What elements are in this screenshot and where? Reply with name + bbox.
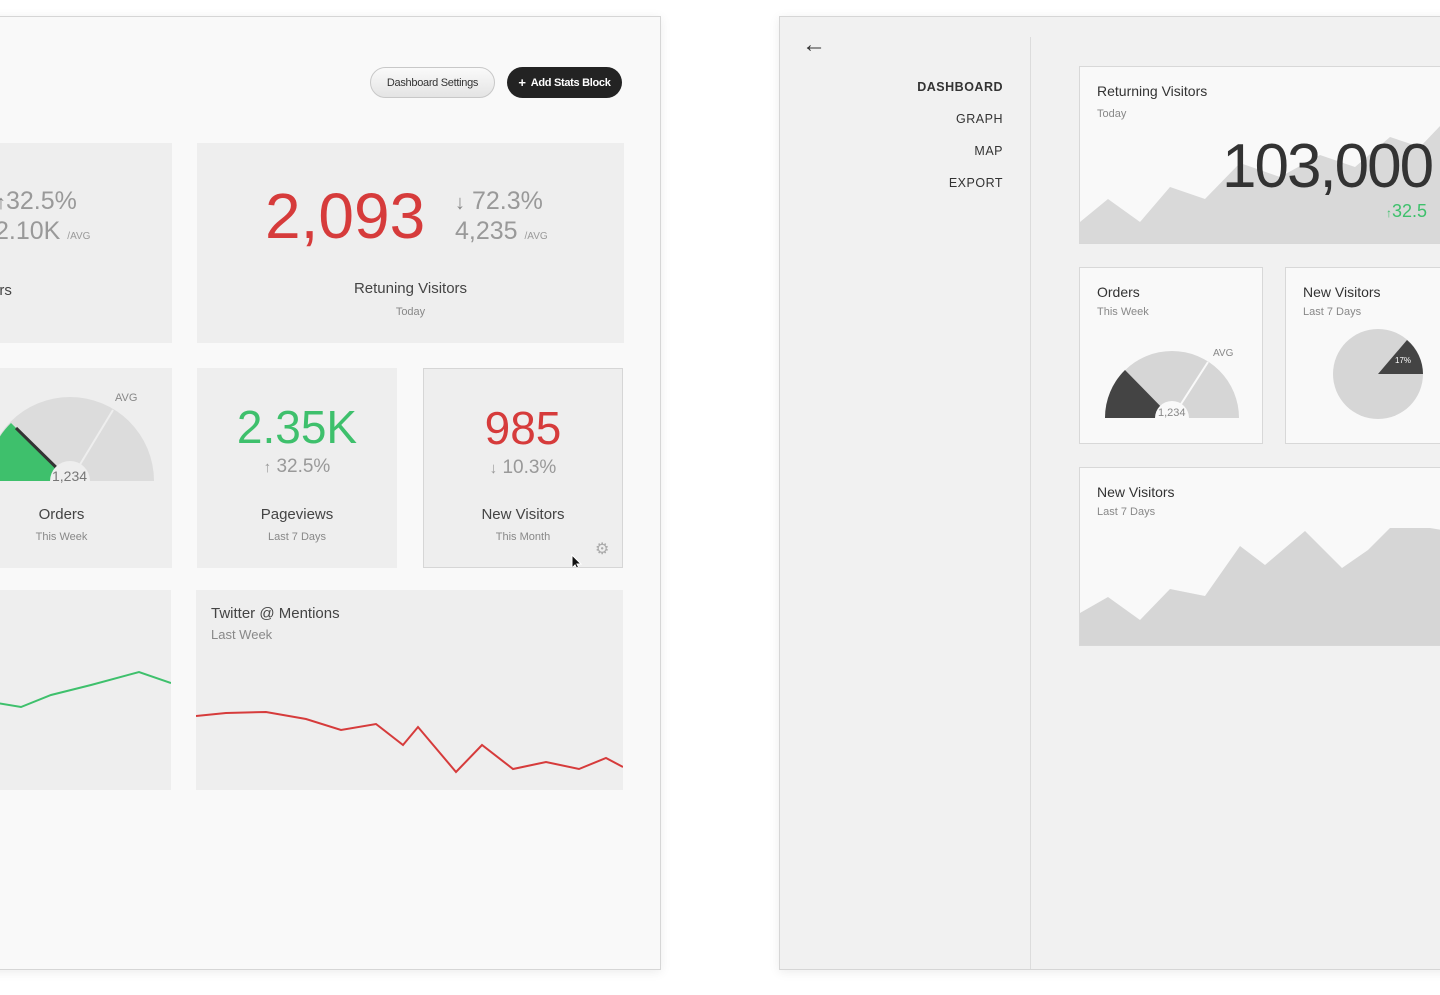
cursor-icon [571,554,583,567]
trend-down: ↓ 72.3% [455,187,543,215]
card-title: Orders [38,506,85,523]
trend-up: ↑ 32.5% [263,456,331,477]
plus-icon: + [518,75,526,90]
card-subtitle: This Week [1097,306,1149,318]
gauge-fill [0,423,70,481]
pageviews-card[interactable]: 2.35K ↑ 32.5% Pageviews Last 7 Days [197,368,397,568]
sidebar-divider [1030,37,1031,969]
card-title: Retuning Visitors [353,280,468,297]
new-visitors-card[interactable]: 985 ↓ 10.3% New Visitors This Month ⚙ [423,368,623,568]
area-series [1080,126,1440,243]
dashboard-settings-button[interactable]: Dashboard Settings [370,67,495,98]
back-arrow-icon[interactable]: ← [802,31,826,58]
card-subtitle: This Month [495,531,551,543]
trend-up: ↑32.5 [1386,201,1428,221]
new-visitors-pie-card[interactable]: New Visitors Last 7 Days 17% [1285,267,1440,444]
card-title: Twitter @ Mentions [211,605,340,622]
red-series-line [196,710,623,774]
card-subtitle: This Week [35,531,88,543]
area-chart [1080,528,1440,645]
card-title: Pageviews [260,506,334,523]
card-subtitle: Last Week [211,627,273,642]
nav-item-map[interactable]: MAP [974,144,1003,158]
orders-card[interactable]: Orders This Week AVG 1,234 [1079,267,1263,444]
card-title: New Visitors [481,506,565,523]
pie-chart [1333,329,1423,419]
nav-item-graph[interactable]: GRAPH [956,112,1003,126]
add-stats-block-button[interactable]: + Add Stats Block [507,67,622,98]
red-line-chart [196,710,623,774]
avg-value: 4,235 /AVG [455,217,548,245]
arrow-up-icon: ↑ [263,459,272,476]
card-subtitle: Last 7 Days [267,531,327,543]
gauge-value: 1,234 [1158,407,1186,419]
card-title: Returning Visitors [1097,83,1208,99]
orders-gauge [1080,351,1262,443]
nav-item-dashboard[interactable]: DASHBOARD [917,80,1003,94]
big-value: 2.35K [236,401,358,453]
big-value: 103,000 [1222,132,1434,201]
gear-icon[interactable]: ⚙ [595,541,610,558]
gauge-avg-label: AVG [115,392,138,404]
line-chart-card-partial[interactable] [0,590,171,790]
returning-visitors-card[interactable]: Returning Visitors Today 103,000 ↑32.5 [1079,66,1440,244]
area-series [1080,528,1440,645]
arrow-down-icon: ↓ [489,460,498,477]
card-title: Orders [1097,284,1140,300]
card-subtitle: Today [1097,108,1127,120]
big-value: 2,093 [265,180,426,252]
orders-card[interactable]: AVG 1,234 Orders This Week [0,368,172,568]
orders-gauge [0,397,172,488]
gauge-avg-label: AVG [1213,348,1234,359]
gauge-fill [1104,370,1172,418]
twitter-mentions-card[interactable]: Twitter @ Mentions Last Week [196,590,623,790]
big-value: 985 [484,402,562,454]
stats-card-partial[interactable]: ↑32.5% 2.10K /AVG ors [0,143,172,343]
pie-slice-17 [1378,340,1423,374]
arrow-down-icon: ↓ [455,192,465,214]
card-title: New Visitors [1097,484,1175,500]
green-line-chart [0,670,171,709]
trend-up: ↑32.5% [0,187,77,216]
avg-value: 2.10K /AVG [0,217,91,245]
dashboard-window-right: ← DASHBOARD GRAPH MAP EXPORT Returning V… [779,16,1440,970]
arrow-up-icon: ↑ [0,192,6,214]
card-title: New Visitors [1303,284,1381,300]
new-visitors-area-card[interactable]: New Visitors Last 7 Days [1079,467,1440,646]
card-subtitle: Last 7 Days [1097,506,1156,518]
returning-visitors-card[interactable]: 2,093 ↓ 72.3% 4,235 /AVG Retuning Visito… [197,143,624,343]
card-title: ors [0,282,12,299]
add-stats-block-label: Add Stats Block [530,76,611,89]
green-series-line [0,670,171,709]
arrow-up-icon: ↑ [1386,206,1392,220]
card-subtitle: Today [395,306,426,318]
pie-slice-label: 17% [1395,356,1412,365]
nav-item-export[interactable]: EXPORT [948,176,1003,190]
trend-down: ↓ 10.3% [489,457,557,478]
gauge-value: 1,234 [52,468,88,484]
card-subtitle: Last 7 Days [1303,306,1362,318]
returning-area-chart [1080,126,1440,243]
dashboard-window-left: Dashboard Settings + Add Stats Block ↑32… [0,16,661,970]
